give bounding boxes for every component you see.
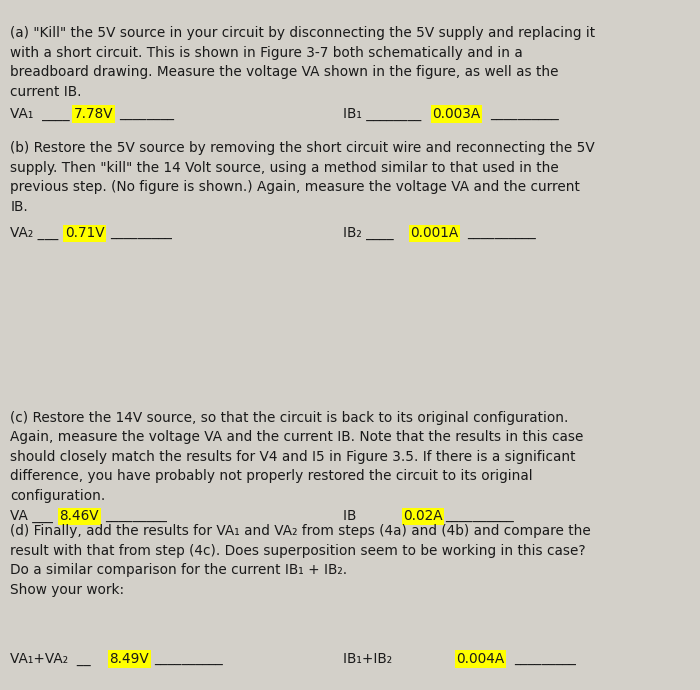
Text: __________: __________ — [154, 652, 223, 666]
Text: IB₁+IB₂: IB₁+IB₂ — [343, 652, 427, 666]
Text: __________: __________ — [445, 509, 514, 523]
Text: ________: ________ — [119, 107, 174, 121]
Text: __________: __________ — [468, 226, 536, 240]
Text: _________: _________ — [111, 226, 172, 240]
Text: 0.71V: 0.71V — [65, 226, 105, 240]
Text: (c) Restore the 14V source, so that the circuit is back to its original configur: (c) Restore the 14V source, so that the … — [10, 411, 584, 502]
Text: 8.49V: 8.49V — [109, 652, 149, 666]
Text: __________: __________ — [490, 107, 559, 121]
Text: 8.46V: 8.46V — [60, 509, 99, 523]
Text: VA ___: VA ___ — [10, 509, 53, 523]
Text: _________: _________ — [105, 509, 167, 523]
Text: IB₂ ____: IB₂ ____ — [343, 226, 393, 240]
Text: VA₂ ___: VA₂ ___ — [10, 226, 59, 240]
Text: VA₁+VA₂  __: VA₁+VA₂ __ — [10, 652, 91, 666]
Text: 0.001A: 0.001A — [410, 226, 458, 240]
Text: IB₁ ________: IB₁ ________ — [343, 107, 421, 121]
Text: 7.78V: 7.78V — [74, 107, 113, 121]
Text: 0.004A: 0.004A — [456, 652, 505, 666]
Text: IB: IB — [343, 509, 387, 523]
Text: (d) Finally, add the results for VA₁ and VA₂ from steps (4a) and (4b) and compar: (d) Finally, add the results for VA₁ and… — [10, 524, 592, 597]
Text: _________: _________ — [514, 652, 576, 666]
Text: 0.003A: 0.003A — [433, 107, 481, 121]
Text: 0.02A: 0.02A — [403, 509, 443, 523]
Text: (b) Restore the 5V source by removing the short circuit wire and reconnecting th: (b) Restore the 5V source by removing th… — [10, 141, 595, 214]
Text: (a) "Kill" the 5V source in your circuit by disconnecting the 5V supply and repl: (a) "Kill" the 5V source in your circuit… — [10, 26, 596, 99]
Text: VA₁  ____: VA₁ ____ — [10, 107, 70, 121]
